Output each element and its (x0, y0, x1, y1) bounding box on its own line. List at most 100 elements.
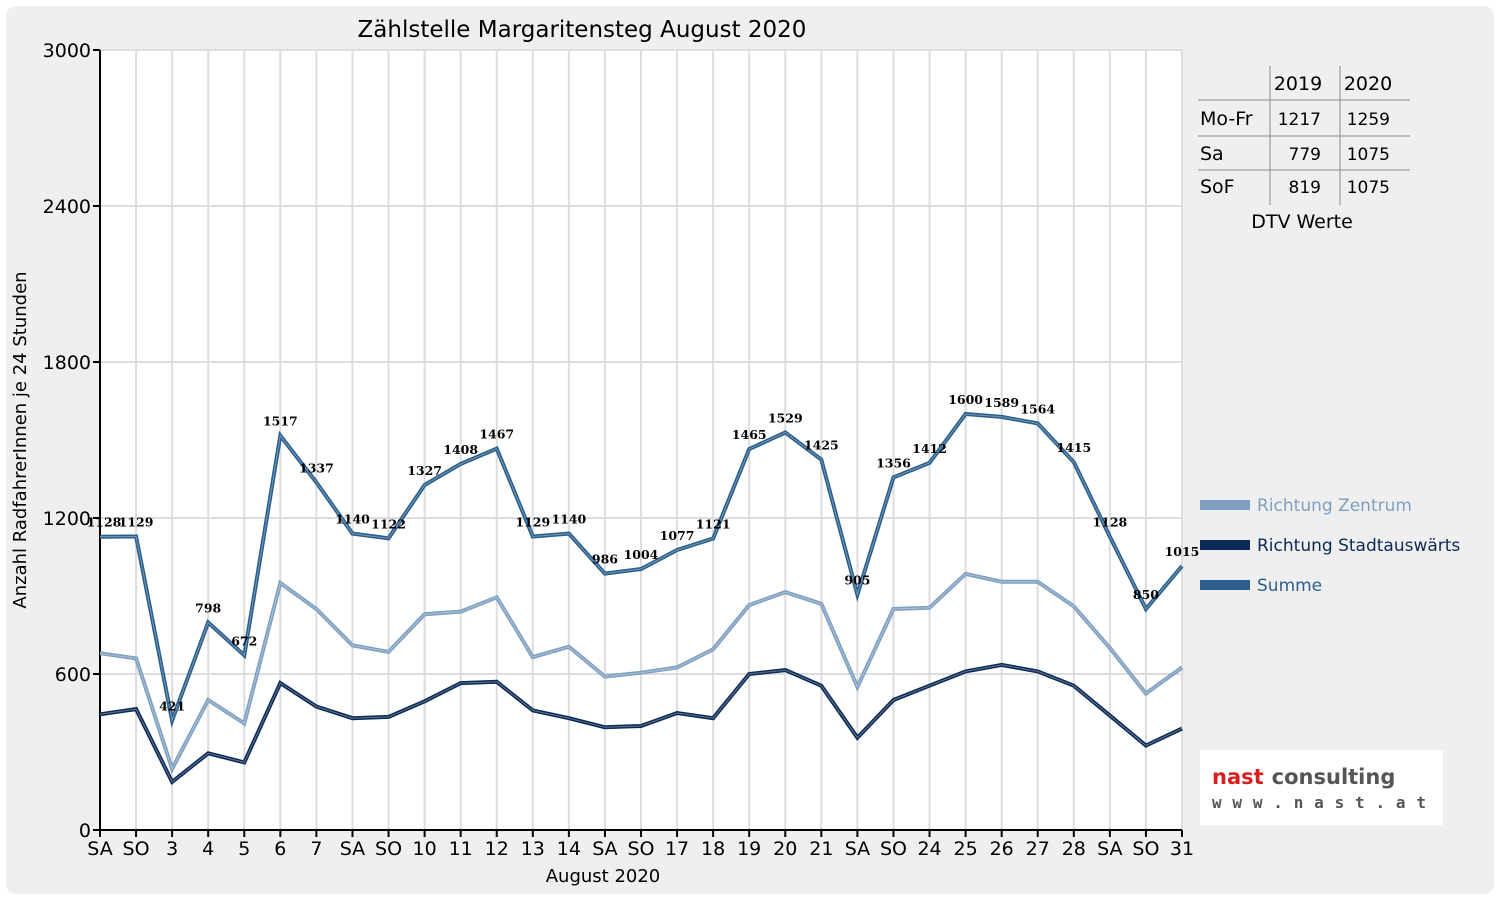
x-tick-label: 18 (701, 838, 725, 860)
legend-label-stadtauswaerts: Richtung Stadtauswärts (1257, 536, 1460, 556)
table-cell: 819 (1289, 178, 1321, 198)
data-label: 1122 (371, 516, 406, 531)
y-tick-label: 2400 (43, 196, 91, 218)
data-label: 1140 (335, 512, 370, 527)
data-label: 1467 (479, 427, 514, 442)
x-tick-label: 7 (310, 838, 322, 860)
data-label: 421 (159, 699, 185, 714)
nast-consulting-logo: nast consulting www.nast.at (1200, 750, 1443, 825)
series-line-summe (99, 411, 1184, 728)
x-tick-label: 21 (809, 838, 833, 860)
table-cell: 779 (1289, 145, 1321, 165)
table-cell: 1075 (1347, 178, 1390, 198)
x-axis-title: August 2020 (546, 866, 661, 887)
x-tick-label: SA (340, 838, 365, 860)
x-tick-label: 17 (665, 838, 689, 860)
data-label: 1408 (443, 442, 478, 457)
x-tick-label: SA (1097, 838, 1122, 860)
y-axis-title: Anzahl RadfahrerInnen je 24 Stunden (10, 271, 31, 608)
series-line-stadtauswaerts (99, 662, 1183, 786)
data-label: 1412 (912, 441, 947, 456)
x-tick-label: SA (87, 838, 112, 860)
table-cell: 1217 (1278, 110, 1321, 130)
y-tick-label: 3000 (43, 40, 91, 62)
x-tick-label: 5 (238, 838, 250, 860)
x-tick-label: 3 (166, 838, 178, 860)
legend-label-zentrum: Richtung Zentrum (1257, 496, 1412, 516)
table-cell: 1259 (1347, 110, 1390, 130)
table-header-2020: 2020 (1344, 73, 1392, 95)
table-row-label: Mo-Fr (1200, 108, 1253, 130)
data-label: 798 (195, 601, 221, 616)
data-label: 1128 (1092, 515, 1127, 530)
x-tick-label: 11 (449, 838, 473, 860)
x-tick-label: 19 (737, 838, 761, 860)
y-tick-label: 1200 (43, 508, 91, 530)
series-line-summe-highlight (99, 413, 1183, 723)
legend-swatch-summe (1200, 580, 1250, 590)
legend: Richtung Zentrum Richtung Stadtauswärts … (1200, 496, 1460, 596)
logo-nast: nast (1212, 765, 1264, 789)
data-label: 1121 (696, 517, 731, 532)
x-tick-label: SO (123, 838, 150, 860)
y-tick-label: 600 (55, 664, 91, 686)
x-tick-label: 14 (557, 838, 581, 860)
x-tick-label: SO (375, 838, 402, 860)
y-tick-label: 1800 (43, 352, 91, 374)
x-tick-label: SA (845, 838, 870, 860)
table-caption: DTV Werte (1251, 211, 1353, 233)
x-tick-label: 20 (773, 838, 797, 860)
y-tick-label: 0 (79, 820, 91, 842)
x-tick-label: 6 (274, 838, 286, 860)
table-row-label: Sa (1200, 143, 1224, 165)
logo-background (1200, 750, 1443, 825)
y-axis-ticks: 0 600 1200 1800 2400 3000 (43, 40, 100, 842)
data-label: 1015 (1165, 544, 1200, 559)
x-tick-label: SO (627, 838, 654, 860)
x-axis-ticks: SA SO 3 4 5 6 7 SA SO 10 11 12 13 14 SA SO 17 18 19 20 21 SA S… (87, 830, 1194, 860)
table-cell: 1075 (1347, 145, 1390, 165)
x-tick-label: SA (592, 838, 617, 860)
x-tick-label: 13 (521, 838, 545, 860)
legend-label-summe: Summe (1257, 576, 1322, 596)
x-tick-label: 31 (1170, 838, 1194, 860)
data-label: 1129 (515, 514, 550, 529)
x-tick-label: SO (1132, 838, 1159, 860)
table-row-label: SoF (1200, 176, 1235, 198)
data-label: 1529 (768, 410, 803, 425)
x-tick-label: SO (880, 838, 907, 860)
data-label: 1425 (804, 438, 839, 453)
x-tick-label: 4 (202, 838, 214, 860)
logo-consulting: consulting (1272, 765, 1396, 789)
data-label: 1564 (1020, 401, 1055, 416)
grid-lines (100, 49, 1183, 830)
chart-title: Zählstelle Margaritensteg August 2020 (358, 17, 807, 43)
data-label: 1465 (732, 427, 767, 442)
data-label: 1589 (984, 395, 1019, 410)
data-label: 1600 (948, 392, 983, 407)
data-label: 1129 (119, 514, 154, 529)
series-line-stadtauswaerts-highlight (99, 664, 1183, 783)
legend-swatch-zentrum (1200, 500, 1250, 510)
data-label: 1077 (660, 528, 695, 543)
data-label: 1517 (263, 414, 298, 429)
x-tick-label: 27 (1026, 838, 1050, 860)
series-line-zentrum (99, 571, 1184, 775)
data-label: 1415 (1056, 440, 1091, 455)
data-label: 1128 (87, 515, 122, 530)
data-label: 986 (592, 552, 618, 567)
x-tick-label: 28 (1062, 838, 1086, 860)
x-tick-label: 26 (990, 838, 1014, 860)
series-lines (99, 411, 1184, 786)
data-label: 672 (231, 633, 257, 648)
x-tick-label: 12 (485, 838, 509, 860)
dtv-table: 2019 2020 Mo-Fr 1217 1259 Sa 779 1075 So… (1198, 66, 1410, 233)
x-tick-label: 24 (917, 838, 941, 860)
x-tick-label: 10 (413, 838, 437, 860)
series-line-zentrum-highlight (99, 573, 1183, 771)
data-label: 1337 (299, 460, 334, 475)
logo-text: nast consulting (1212, 765, 1395, 789)
data-label: 905 (844, 573, 870, 588)
